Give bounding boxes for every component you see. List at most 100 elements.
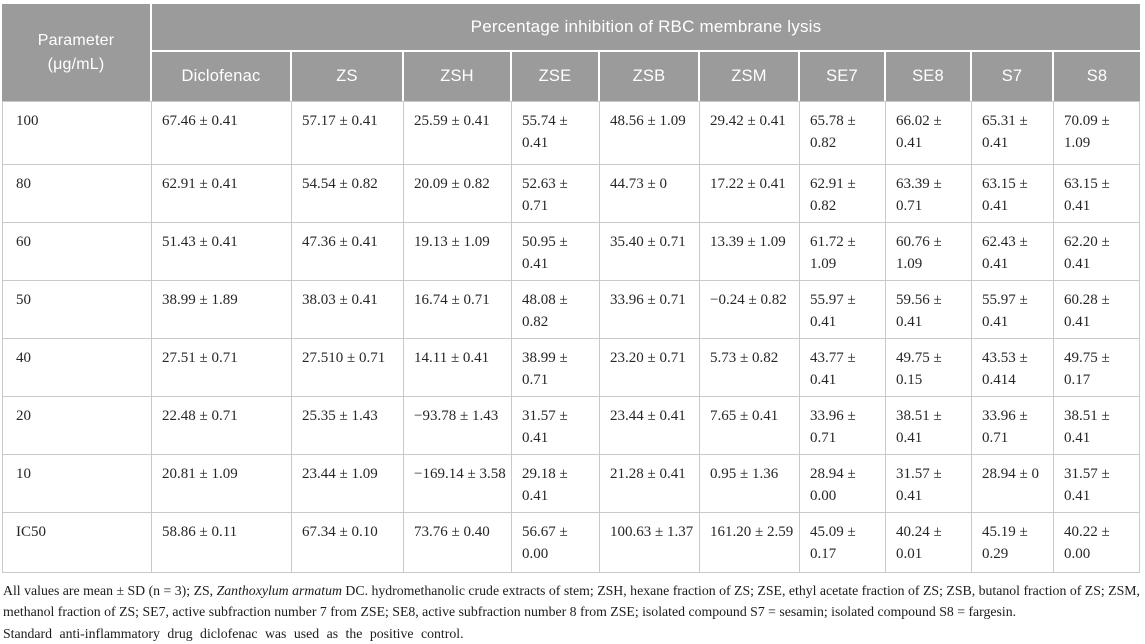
value-cell: 63.39 ± 0.71 (886, 165, 972, 223)
value-cell: 33.96 ± 0.71 (972, 397, 1054, 455)
value-cell: 66.02 ± 0.41 (886, 101, 972, 165)
value-cell: 28.94 ± 0.00 (800, 455, 886, 513)
value-cell: 23.44 ± 1.09 (292, 455, 404, 513)
column-header-zsb: ZSB (600, 52, 700, 101)
parameter-cell: 80 (2, 165, 152, 223)
table-header: Parameter (μg/mL) Percentage inhibition … (2, 4, 1140, 101)
value-cell: 60.76 ± 1.09 (886, 223, 972, 281)
value-cell: 48.56 ± 1.09 (600, 101, 700, 165)
value-cell: 38.03 ± 0.41 (292, 281, 404, 339)
value-cell: 63.15 ± 0.41 (1054, 165, 1140, 223)
table-row: IC50 58.86 ± 0.11 67.34 ± 0.10 73.76 ± 0.40… (2, 513, 1140, 573)
value-cell: 44.73 ± 0 (600, 165, 700, 223)
value-cell: 40.22 ± 0.00 (1054, 513, 1140, 573)
value-cell: 35.40 ± 0.71 (600, 223, 700, 281)
value-cell: 28.94 ± 0 (972, 455, 1054, 513)
value-cell: 40.24 ± 0.01 (886, 513, 972, 573)
column-header-zsh: ZSH (404, 52, 512, 101)
value-cell: 45.19 ± 0.29 (972, 513, 1054, 573)
value-cell: 60.28 ± 0.41 (1054, 281, 1140, 339)
parameter-cell: 10 (2, 455, 152, 513)
value-cell: 38.51 ± 0.41 (1054, 397, 1140, 455)
value-cell: 16.74 ± 0.71 (404, 281, 512, 339)
value-cell: 19.13 ± 1.09 (404, 223, 512, 281)
table-row: 40 27.51 ± 0.71 27.510 ± 0.71 14.11 ± 0.41 3… (2, 339, 1140, 397)
value-cell: 7.65 ± 0.41 (700, 397, 800, 455)
value-cell: 65.78 ± 0.82 (800, 101, 886, 165)
table-row: 60 51.43 ± 0.41 47.36 ± 0.41 19.13 ± 1.09 50… (2, 223, 1140, 281)
title-row: Parameter (μg/mL) Percentage inhibition … (2, 4, 1140, 101)
value-cell: 38.51 ± 0.41 (886, 397, 972, 455)
table-row: 80 62.91 ± 0.41 54.54 ± 0.82 20.09 ± 0.82 52… (2, 165, 1140, 223)
value-cell: 49.75 ± 0.17 (1054, 339, 1140, 397)
value-cell: 65.31 ± 0.41 (972, 101, 1054, 165)
inhibition-table: Parameter (μg/mL) Percentage inhibition … (2, 4, 1140, 573)
parameter-cell: IC50 (2, 513, 152, 573)
value-cell: 21.28 ± 0.41 (600, 455, 700, 513)
table-row: 100 67.46 ± 0.41 57.17 ± 0.41 25.59 ± 0.41 5… (2, 101, 1140, 165)
footnote-text-rest: DC. hydromethanolic crude extracts of st… (3, 583, 1140, 620)
value-cell: 52.63 ± 0.71 (512, 165, 600, 223)
value-cell: −0.24 ± 0.82 (700, 281, 800, 339)
footnote-definitions: All values are mean ± SD (n = 3); ZS, Za… (3, 580, 1140, 623)
table-title: Percentage inhibition of RBC membrane ly… (152, 4, 1140, 52)
column-header-zs: ZS (292, 52, 404, 101)
value-cell: 23.44 ± 0.41 (600, 397, 700, 455)
value-cell: 62.91 ± 0.41 (152, 165, 292, 223)
value-cell: 70.09 ± 1.09 (1054, 101, 1140, 165)
value-cell: 29.42 ± 0.41 (700, 101, 800, 165)
table-footnote: All values are mean ± SD (n = 3); ZS, Za… (2, 573, 1143, 644)
value-cell: 62.43 ± 0.41 (972, 223, 1054, 281)
column-header-s7: S7 (972, 52, 1054, 101)
value-cell: 100.63 ± 1.37 (600, 513, 700, 573)
footnote-control-statement: Standard anti-inflammatory drug diclofen… (3, 625, 464, 641)
value-cell: −93.78 ± 1.43 (404, 397, 512, 455)
value-cell: 31.57 ± 0.41 (886, 455, 972, 513)
species-name-italic: Zanthoxylum armatum (216, 583, 342, 598)
value-cell: 22.48 ± 0.71 (152, 397, 292, 455)
value-cell: 27.510 ± 0.71 (292, 339, 404, 397)
parameter-column-header: Parameter (μg/mL) (2, 4, 152, 101)
value-cell: 48.08 ± 0.82 (512, 281, 600, 339)
value-cell: 51.43 ± 0.41 (152, 223, 292, 281)
value-cell: 33.96 ± 0.71 (800, 397, 886, 455)
value-cell: 161.20 ± 2.59 (700, 513, 800, 573)
column-header-row: Diclofenac ZS ZSH ZSE ZSB ZSM SE7 SE8 S7 S8 (2, 52, 1140, 101)
value-cell: 25.35 ± 1.43 (292, 397, 404, 455)
value-cell: 61.72 ± 1.09 (800, 223, 886, 281)
value-cell: 31.57 ± 0.41 (512, 397, 600, 455)
parameter-cell: 60 (2, 223, 152, 281)
value-cell: 56.67 ± 0.00 (512, 513, 600, 573)
value-cell: −169.14 ± 3.58 (404, 455, 512, 513)
value-cell: 67.34 ± 0.10 (292, 513, 404, 573)
column-header-se7: SE7 (800, 52, 886, 101)
value-cell: 33.96 ± 0.71 (600, 281, 700, 339)
value-cell: 58.86 ± 0.11 (152, 513, 292, 573)
column-header-zse: ZSE (512, 52, 600, 101)
table-row: 10 20.81 ± 1.09 23.44 ± 1.09 −169.14 ± 3.58… (2, 455, 1140, 513)
value-cell: 43.77 ± 0.41 (800, 339, 886, 397)
value-cell: 63.15 ± 0.41 (972, 165, 1054, 223)
parameter-cell: 100 (2, 101, 152, 165)
value-cell: 29.18 ± 0.41 (512, 455, 600, 513)
value-cell: 13.39 ± 1.09 (700, 223, 800, 281)
value-cell: 49.75 ± 0.15 (886, 339, 972, 397)
value-cell: 73.76 ± 0.40 (404, 513, 512, 573)
column-header-se8: SE8 (886, 52, 972, 101)
parameter-cell: 40 (2, 339, 152, 397)
value-cell: 55.97 ± 0.41 (972, 281, 1054, 339)
value-cell: 0.95 ± 1.36 (700, 455, 800, 513)
value-cell: 20.81 ± 1.09 (152, 455, 292, 513)
column-header-zsm: ZSM (700, 52, 800, 101)
value-cell: 38.99 ± 1.89 (152, 281, 292, 339)
value-cell: 47.36 ± 0.41 (292, 223, 404, 281)
value-cell: 31.57 ± 0.41 (1054, 455, 1140, 513)
column-header-diclofenac: Diclofenac (152, 52, 292, 101)
value-cell: 27.51 ± 0.71 (152, 339, 292, 397)
table-body: 100 67.46 ± 0.41 57.17 ± 0.41 25.59 ± 0.41 5… (2, 101, 1140, 573)
value-cell: 50.95 ± 0.41 (512, 223, 600, 281)
value-cell: 59.56 ± 0.41 (886, 281, 972, 339)
parameter-cell: 50 (2, 281, 152, 339)
value-cell: 23.20 ± 0.71 (600, 339, 700, 397)
